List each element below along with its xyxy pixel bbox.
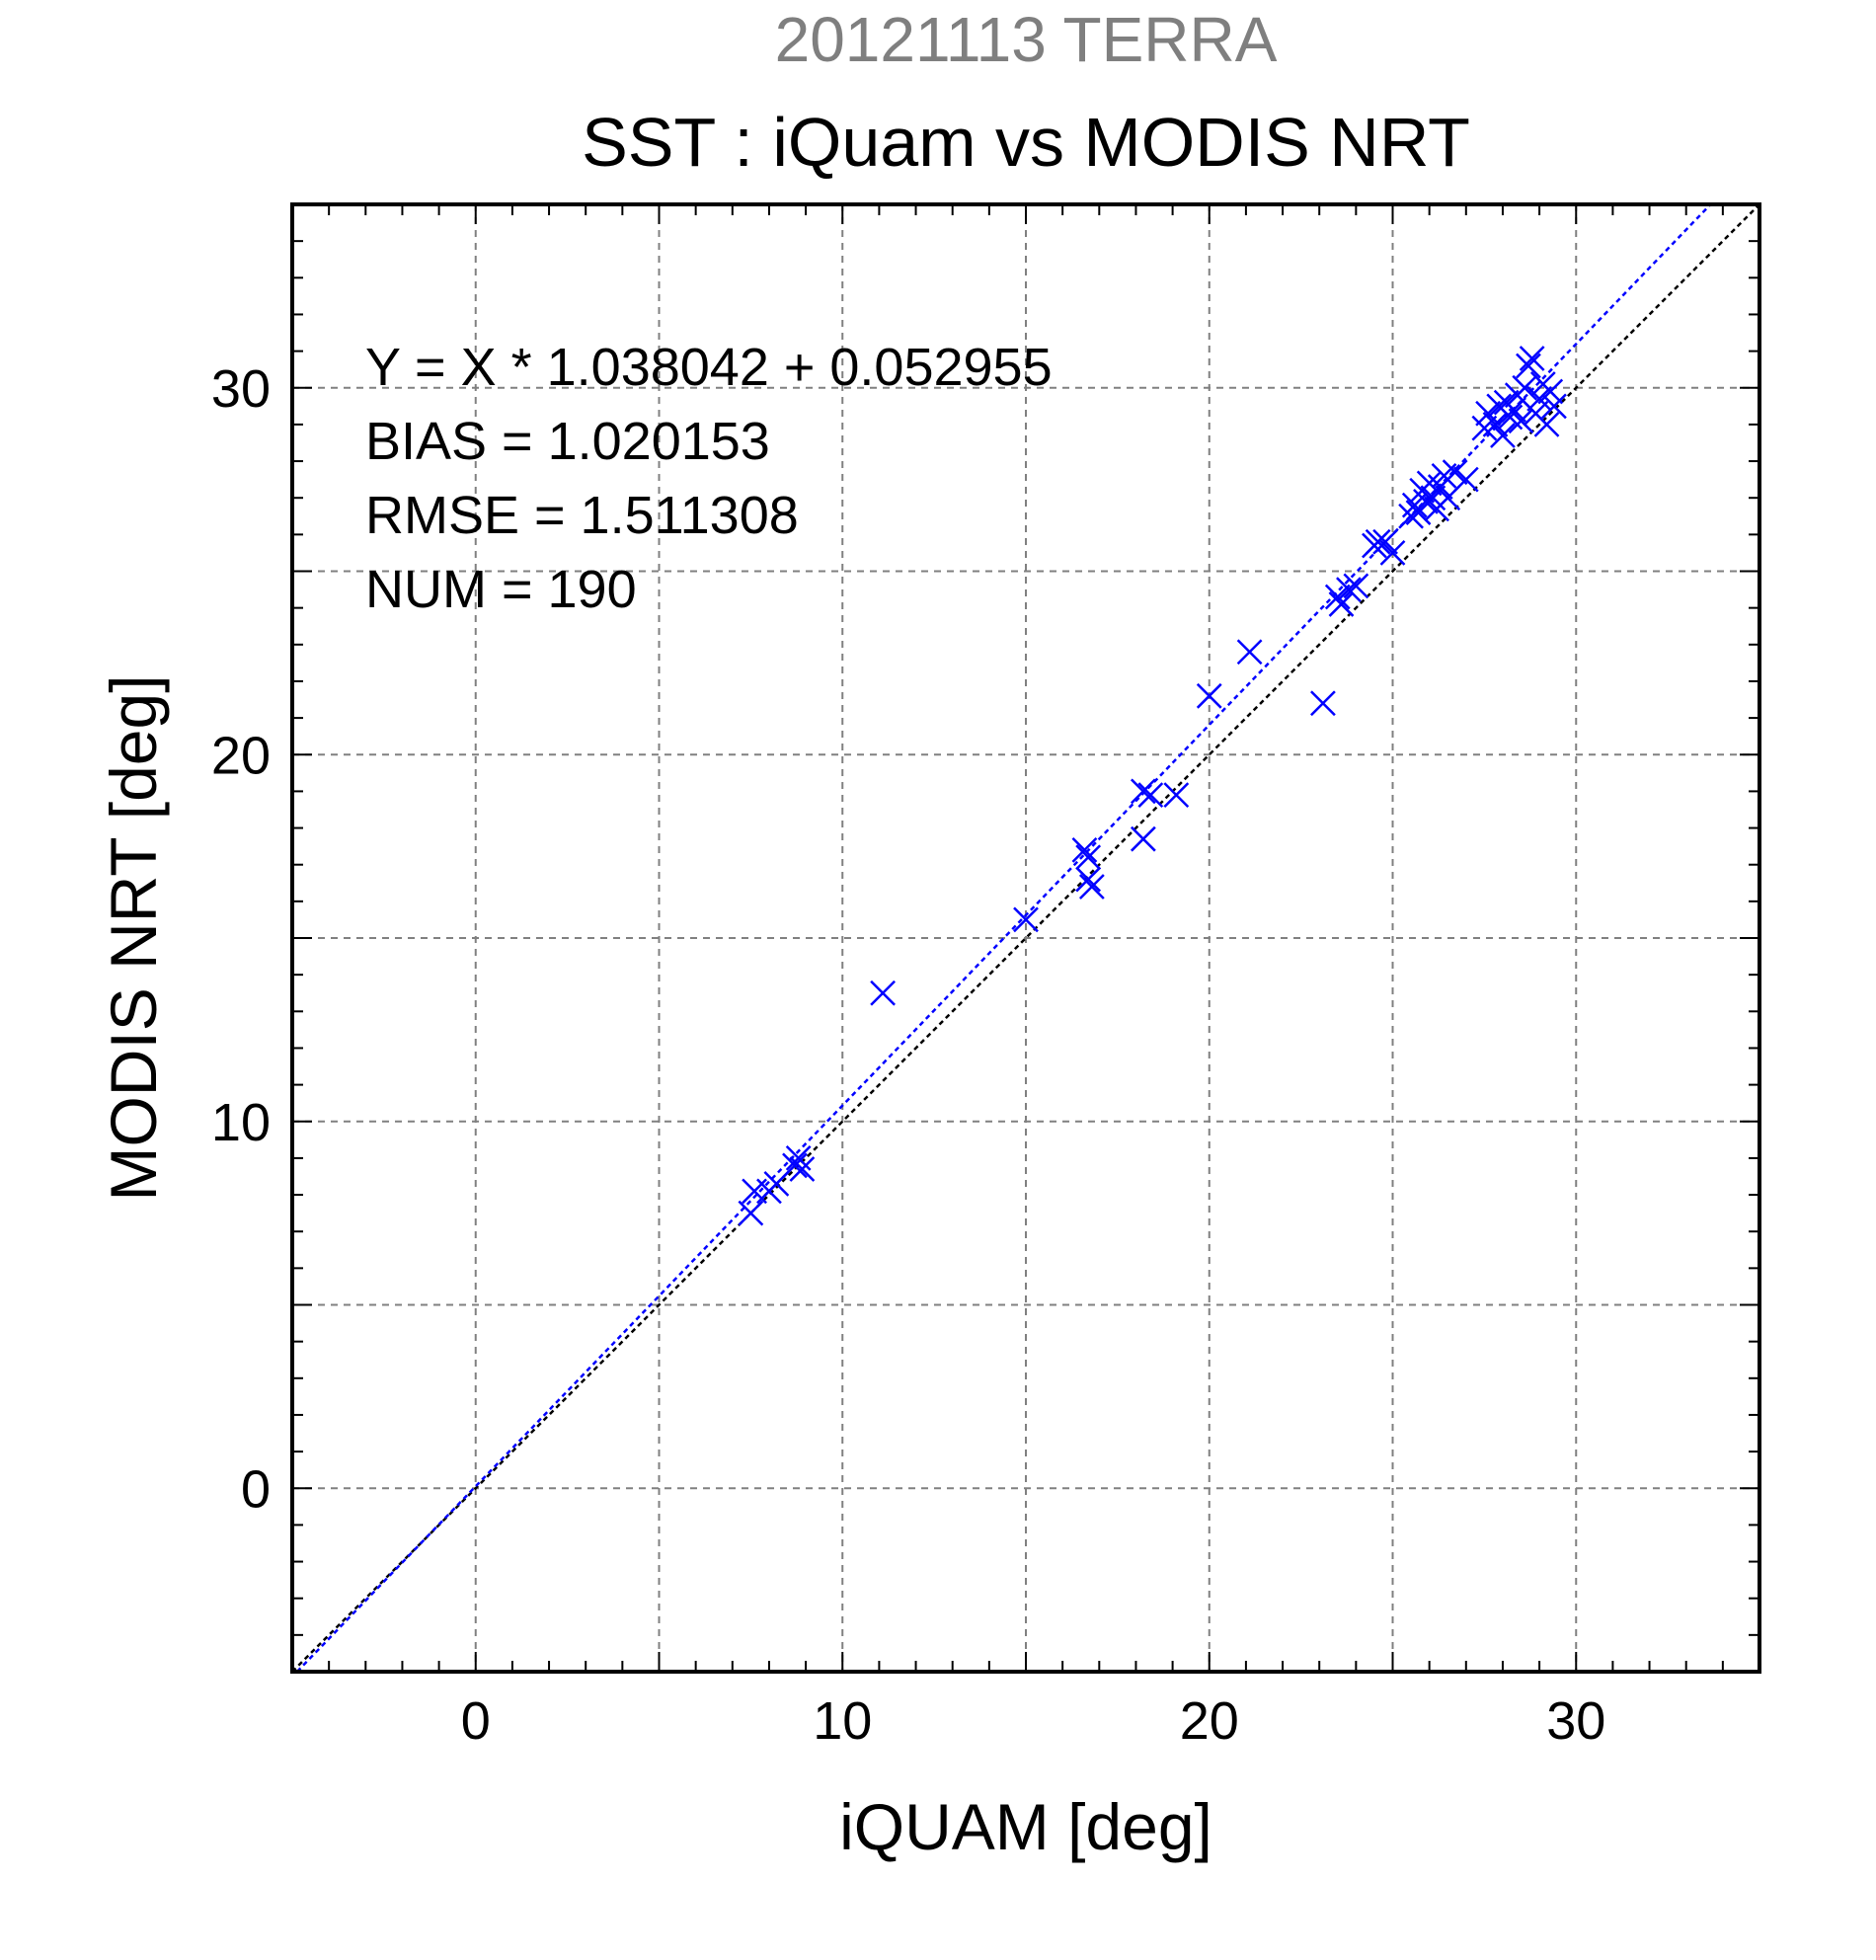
data-point xyxy=(1236,639,1263,666)
data-points xyxy=(738,346,1567,1226)
data-point xyxy=(1163,782,1190,808)
data-point xyxy=(789,1156,816,1182)
data-point xyxy=(1078,874,1105,900)
data-point xyxy=(1328,591,1355,617)
data-point xyxy=(1130,825,1156,852)
stats-annotation: Y = X * 1.038042 + 0.052955 BIAS = 1.020… xyxy=(365,338,1053,619)
reference-lines xyxy=(291,203,1760,1673)
plot-frame xyxy=(290,202,1761,1674)
data-point xyxy=(1452,466,1479,493)
data-point xyxy=(1196,682,1222,709)
chart-supertitle: 20121113 TERRA xyxy=(775,4,1278,75)
data-point xyxy=(738,1200,764,1226)
data-point xyxy=(1526,386,1552,412)
data-point xyxy=(1516,353,1541,379)
regression-line xyxy=(296,203,1712,1673)
data-point xyxy=(1537,378,1564,405)
data-point xyxy=(1071,836,1098,863)
stats-bias: BIAS = 1.020153 xyxy=(365,412,770,471)
data-point xyxy=(1343,573,1369,599)
y-tick-label: 0 xyxy=(241,1459,271,1519)
stats-rmse: RMSE = 1.511308 xyxy=(365,486,799,545)
x-tick-label: 10 xyxy=(813,1691,872,1751)
y-axis-label: MODIS NRT [deg] xyxy=(97,674,170,1201)
x-tick-label: 30 xyxy=(1546,1691,1605,1751)
tick-labels: 0 10 20 30 0 10 20 30 xyxy=(211,359,1605,1751)
data-point xyxy=(1372,528,1398,555)
data-point xyxy=(1541,393,1567,420)
data-point xyxy=(1508,408,1534,434)
x-tick-label: 20 xyxy=(1180,1691,1239,1751)
data-point xyxy=(1533,412,1560,437)
data-point xyxy=(1519,346,1545,371)
data-point xyxy=(1137,782,1164,808)
x-axis-label: iQUAM [deg] xyxy=(839,1790,1212,1863)
data-point xyxy=(1075,844,1102,871)
chart-title: SST : iQuam vs MODIS NRT xyxy=(582,104,1470,181)
data-point xyxy=(1501,397,1526,423)
x-tick-label: 0 xyxy=(461,1691,491,1751)
data-point xyxy=(1490,423,1516,448)
data-point xyxy=(1013,906,1039,933)
data-point xyxy=(1130,778,1156,805)
y-tick-label: 10 xyxy=(211,1093,271,1152)
data-point xyxy=(782,1152,808,1179)
y-tick-label: 20 xyxy=(211,726,271,785)
data-point xyxy=(1475,400,1501,427)
data-point xyxy=(1336,577,1362,602)
stats-num: NUM = 190 xyxy=(365,560,637,619)
stats-equation: Y = X * 1.038042 + 0.052955 xyxy=(365,338,1053,397)
data-point xyxy=(1442,459,1468,486)
data-point xyxy=(870,980,896,1006)
data-point xyxy=(1310,690,1336,717)
data-point xyxy=(1379,540,1406,566)
data-point xyxy=(1075,866,1102,893)
grid-lines xyxy=(292,204,1759,1672)
y-tick-label: 30 xyxy=(211,359,271,419)
data-point xyxy=(1324,584,1351,610)
data-point xyxy=(1365,528,1391,555)
